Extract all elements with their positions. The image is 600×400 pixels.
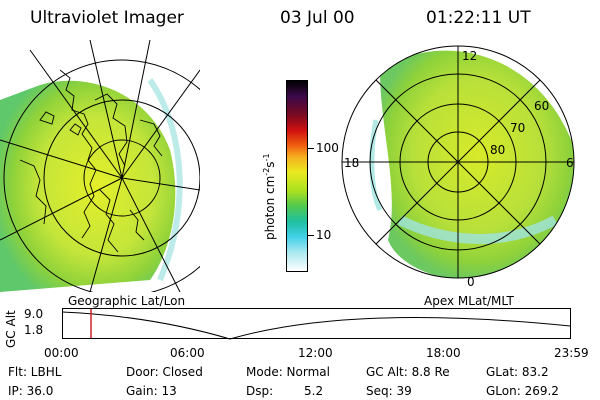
magnetic-polar-plot: 12 6 0 18 60 70 80 [341,45,575,289]
dsp-value: 5.2 [304,384,324,398]
colorbar-unit-label: photon cm-2s-1 [262,153,277,240]
ip-value: IP: 36.0 [8,384,54,398]
orbit-altitude-plot [62,308,571,340]
time-tick-0600: 06:00 [170,346,205,360]
altitude-axis-label: GC Alt [4,310,18,348]
filter-value: Flt: LBHL [8,365,62,379]
mlt-label-6: 6 [566,156,574,170]
auroral-oval [380,50,574,278]
sequence-value: Seq: 39 [366,384,412,398]
mlt-label-18: 18 [344,156,359,170]
app-title: Ultraviolet Imager [30,8,184,28]
intensity-colorbar [286,80,308,272]
lat-lon-grid [0,40,200,292]
altitude-tick-max: 9.0 [24,307,44,321]
mlt-label-0: 0 [467,275,475,289]
altitude-tick-min: 1.8 [24,323,44,337]
door-status: Door: Closed [126,365,203,379]
time-tick-0000: 00:00 [44,346,79,360]
glat-value: GLat: 83.2 [486,365,549,379]
mlat-label-60: 60 [534,99,549,113]
mlat-grid [341,45,575,279]
time-tick-1200: 12:00 [298,346,333,360]
gain-value: Gain: 13 [126,384,177,398]
glon-value: GLon: 269.2 [486,384,559,398]
date-label: 03 Jul 00 [280,8,355,28]
mode-value: Mode: Normal [246,365,330,379]
time-tick-1800: 18:00 [426,346,461,360]
time-label: 01:22:11 UT [426,8,531,28]
colorbar-tick-10: 10 [316,228,332,242]
mlt-label-12: 12 [462,49,477,63]
altitude-curve [62,311,571,340]
geographic-caption: Geographic Lat/Lon [68,294,186,308]
mlat-label-80: 80 [490,143,505,157]
geographic-image [0,40,200,292]
auroral-emission-region [0,80,176,292]
colorbar-tick-100: 100 [316,141,339,155]
dsp-label: Dsp: [246,384,274,398]
gc-altitude-value: GC Alt: 8.8 Re [366,365,450,379]
time-tick-2359: 23:59 [554,346,589,360]
magnetic-caption: Apex MLat/MLT [424,294,514,308]
coastlines [19,69,163,253]
mlat-label-70: 70 [510,121,525,135]
